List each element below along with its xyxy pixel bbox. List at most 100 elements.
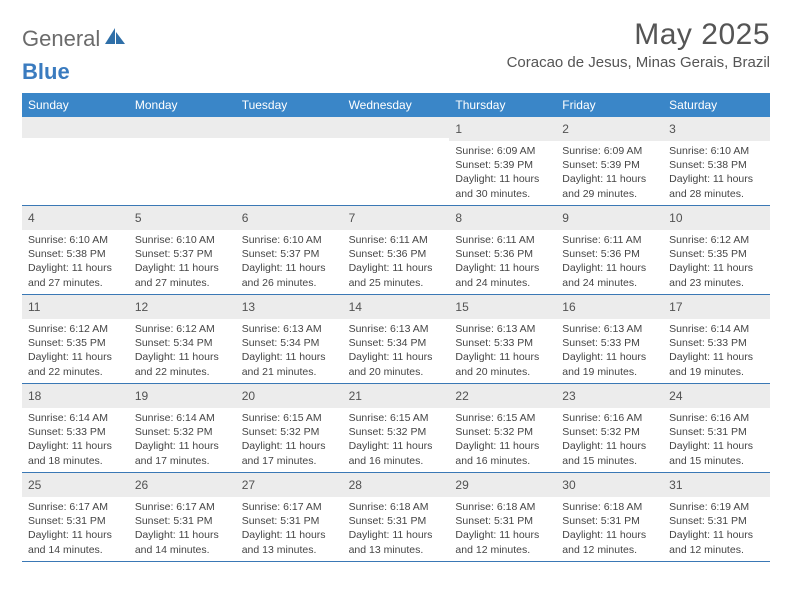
sunrise-text: Sunrise: 6:10 AM	[669, 144, 764, 158]
calendar-day: 22Sunrise: 6:15 AMSunset: 5:32 PMDayligh…	[449, 384, 556, 472]
daynum-row: 13	[236, 295, 343, 319]
daylight-text: Daylight: 11 hours	[135, 350, 230, 364]
daynum-row	[129, 117, 236, 138]
daynum-row: 21	[343, 384, 450, 408]
day-number: 24	[669, 389, 682, 403]
daylight-text: Daylight: 11 hours	[562, 350, 657, 364]
sunrise-text: Sunrise: 6:11 AM	[455, 233, 550, 247]
sunset-text: Sunset: 5:31 PM	[135, 514, 230, 528]
calendar-day: 7Sunrise: 6:11 AMSunset: 5:36 PMDaylight…	[343, 206, 450, 294]
daynum-row	[236, 117, 343, 138]
day-content: Sunrise: 6:14 AMSunset: 5:33 PMDaylight:…	[663, 319, 770, 383]
daylight-text: Daylight: 11 hours	[669, 172, 764, 186]
day-content: Sunrise: 6:12 AMSunset: 5:35 PMDaylight:…	[22, 319, 129, 383]
calendar-day: 12Sunrise: 6:12 AMSunset: 5:34 PMDayligh…	[129, 295, 236, 383]
sunrise-text: Sunrise: 6:15 AM	[242, 411, 337, 425]
daylight-text: Daylight: 11 hours	[28, 528, 123, 542]
day-content: Sunrise: 6:19 AMSunset: 5:31 PMDaylight:…	[663, 497, 770, 561]
daynum-row: 19	[129, 384, 236, 408]
weekday-header: Wednesday	[343, 93, 450, 117]
sunset-text: Sunset: 5:33 PM	[669, 336, 764, 350]
daylight-text: and 27 minutes.	[28, 276, 123, 290]
calendar-day: 1Sunrise: 6:09 AMSunset: 5:39 PMDaylight…	[449, 117, 556, 205]
day-content: Sunrise: 6:14 AMSunset: 5:32 PMDaylight:…	[129, 408, 236, 472]
sunset-text: Sunset: 5:35 PM	[28, 336, 123, 350]
calendar-grid: SundayMondayTuesdayWednesdayThursdayFrid…	[22, 93, 770, 562]
daylight-text: and 12 minutes.	[455, 543, 550, 557]
daylight-text: Daylight: 11 hours	[562, 439, 657, 453]
day-number: 3	[669, 122, 676, 136]
weekday-header: Thursday	[449, 93, 556, 117]
daylight-text: and 22 minutes.	[135, 365, 230, 379]
sunrise-text: Sunrise: 6:09 AM	[455, 144, 550, 158]
day-number: 10	[669, 211, 682, 225]
day-number: 8	[455, 211, 462, 225]
day-content: Sunrise: 6:13 AMSunset: 5:34 PMDaylight:…	[343, 319, 450, 383]
day-number: 15	[455, 300, 468, 314]
daylight-text: and 18 minutes.	[28, 454, 123, 468]
day-number: 29	[455, 478, 468, 492]
month-title: May 2025	[507, 18, 770, 52]
calendar-day: 2 Sunrise: 6:09 AMSunset: 5:39 PMDaylight…	[556, 117, 663, 205]
daylight-text: Daylight: 11 hours	[242, 439, 337, 453]
daylight-text: Daylight: 11 hours	[669, 528, 764, 542]
calendar-day: 13Sunrise: 6:13 AMSunset: 5:34 PMDayligh…	[236, 295, 343, 383]
sunrise-text: Sunrise: 6:18 AM	[455, 500, 550, 514]
calendar-day: 17 Sunrise: 6:14 AMSunset: 5:33 PMDayligh…	[663, 295, 770, 383]
calendar-day	[22, 117, 129, 205]
calendar-week: 1Sunrise: 6:09 AMSunset: 5:39 PMDaylight…	[22, 117, 770, 206]
daylight-text: and 27 minutes.	[135, 276, 230, 290]
sunrise-text: Sunrise: 6:15 AM	[349, 411, 444, 425]
day-content: Sunrise: 6:17 AMSunset: 5:31 PMDaylight:…	[236, 497, 343, 561]
sunset-text: Sunset: 5:36 PM	[455, 247, 550, 261]
sunrise-text: Sunrise: 6:17 AM	[135, 500, 230, 514]
calendar-day: 25Sunrise: 6:17 AMSunset: 5:31 PMDayligh…	[22, 473, 129, 561]
calendar-day: 5Sunrise: 6:10 AMSunset: 5:37 PMDaylight…	[129, 206, 236, 294]
daynum-row: 8	[449, 206, 556, 230]
daylight-text: and 14 minutes.	[28, 543, 123, 557]
sunset-text: Sunset: 5:37 PM	[135, 247, 230, 261]
day-number: 26	[135, 478, 148, 492]
daylight-text: Daylight: 11 hours	[669, 439, 764, 453]
day-content: Sunrise: 6:10 AMSunset: 5:37 PMDaylight:…	[129, 230, 236, 294]
daynum-row: 2	[556, 117, 663, 141]
sunrise-text: Sunrise: 6:10 AM	[28, 233, 123, 247]
daynum-row: 12	[129, 295, 236, 319]
day-number: 20	[242, 389, 255, 403]
sunset-text: Sunset: 5:33 PM	[562, 336, 657, 350]
daylight-text: and 16 minutes.	[349, 454, 444, 468]
day-content: Sunrise: 6:09 AMSunset: 5:39 PMDaylight:…	[556, 141, 663, 205]
sunset-text: Sunset: 5:32 PM	[349, 425, 444, 439]
day-content: Sunrise: 6:12 AMSunset: 5:34 PMDaylight:…	[129, 319, 236, 383]
daynum-row: 15	[449, 295, 556, 319]
sunrise-text: Sunrise: 6:14 AM	[669, 322, 764, 336]
daylight-text: and 15 minutes.	[562, 454, 657, 468]
sunrise-text: Sunrise: 6:18 AM	[562, 500, 657, 514]
calendar-week: 25Sunrise: 6:17 AMSunset: 5:31 PMDayligh…	[22, 473, 770, 562]
day-number: 2	[562, 122, 569, 136]
daylight-text: and 16 minutes.	[455, 454, 550, 468]
sunset-text: Sunset: 5:31 PM	[562, 514, 657, 528]
day-content: Sunrise: 6:10 AMSunset: 5:38 PMDaylight:…	[22, 230, 129, 294]
day-number: 17	[669, 300, 682, 314]
sunrise-text: Sunrise: 6:16 AM	[669, 411, 764, 425]
daylight-text: Daylight: 11 hours	[349, 350, 444, 364]
day-content: Sunrise: 6:16 AMSunset: 5:32 PMDaylight:…	[556, 408, 663, 472]
calendar-week: 4Sunrise: 6:10 AMSunset: 5:38 PMDaylight…	[22, 206, 770, 295]
daynum-row	[22, 117, 129, 138]
day-content: Sunrise: 6:15 AMSunset: 5:32 PMDaylight:…	[343, 408, 450, 472]
logo-sail-icon	[105, 28, 127, 46]
daynum-row: 4	[22, 206, 129, 230]
sunset-text: Sunset: 5:32 PM	[455, 425, 550, 439]
sunset-text: Sunset: 5:31 PM	[28, 514, 123, 528]
daynum-row: 7	[343, 206, 450, 230]
daynum-row: 29	[449, 473, 556, 497]
daylight-text: and 17 minutes.	[135, 454, 230, 468]
day-number: 25	[28, 478, 41, 492]
sunset-text: Sunset: 5:38 PM	[28, 247, 123, 261]
daylight-text: Daylight: 11 hours	[562, 528, 657, 542]
day-content: Sunrise: 6:15 AMSunset: 5:32 PMDaylight:…	[449, 408, 556, 472]
sunset-text: Sunset: 5:36 PM	[349, 247, 444, 261]
sunset-text: Sunset: 5:31 PM	[669, 425, 764, 439]
daylight-text: Daylight: 11 hours	[349, 528, 444, 542]
